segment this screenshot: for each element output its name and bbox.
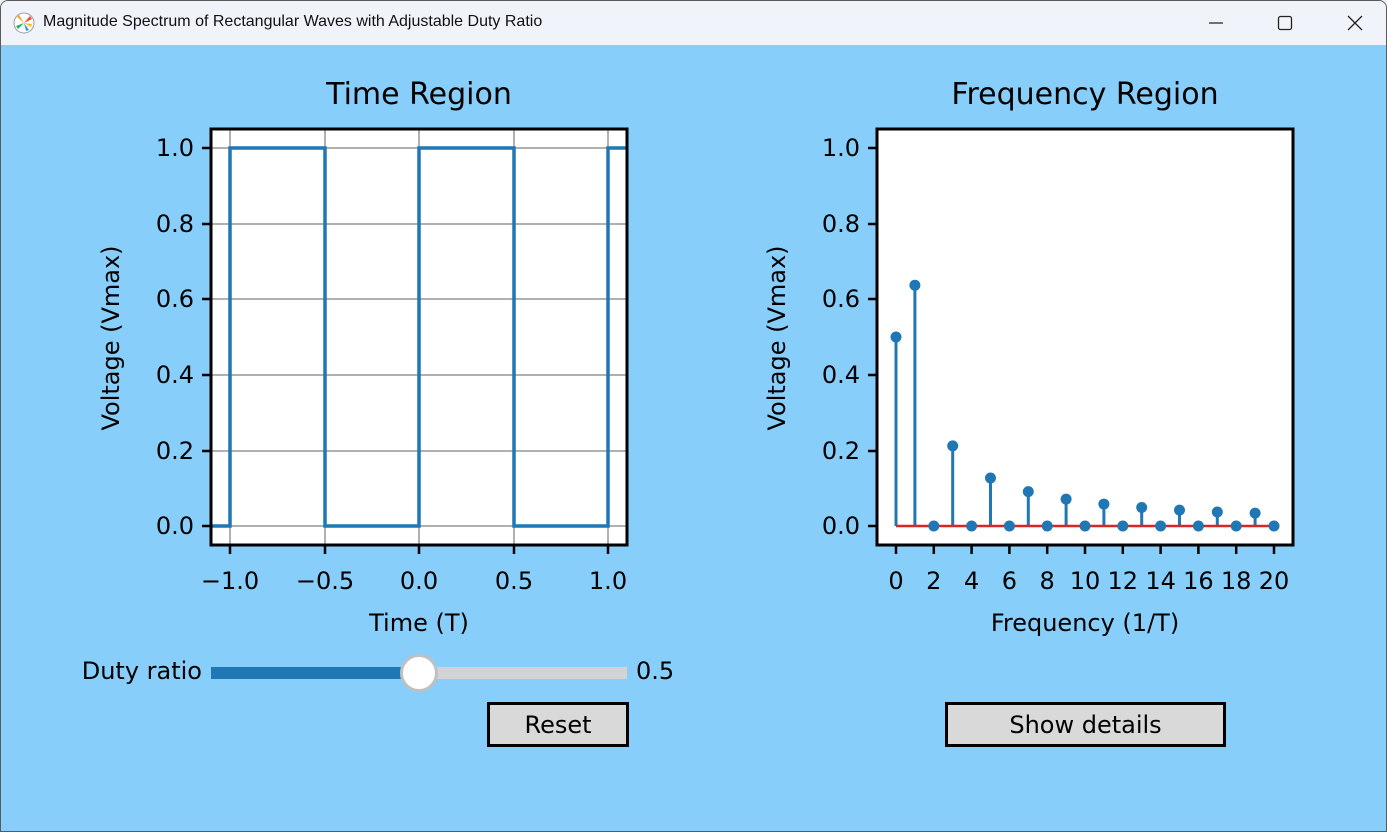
freq-ytick: 0.4 (821, 361, 860, 389)
time-xtick: 1.0 (588, 567, 628, 595)
freq-xtick: 12 (1107, 567, 1139, 595)
stem-marker (1079, 520, 1091, 532)
matplotlib-app-icon (13, 12, 35, 34)
stem-marker (1022, 486, 1034, 498)
time-xtick: 0.0 (399, 567, 439, 595)
freq-xtick: 18 (1220, 567, 1252, 595)
duty-ratio-slider[interactable] (211, 653, 627, 692)
freq-xtick: 6 (1001, 567, 1018, 595)
stem-marker (947, 440, 959, 452)
time-xtick: 0.5 (494, 567, 534, 595)
time-waveform-line (211, 146, 627, 528)
duty-ratio-label: Duty ratio (81, 657, 202, 685)
freq-xtick: 8 (1039, 567, 1055, 595)
minimize-button[interactable] (1181, 1, 1251, 45)
slider-handle[interactable] (400, 654, 438, 692)
window-title: Magnitude Spectrum of Rectangular Waves … (43, 13, 543, 30)
freq-markers (890, 279, 1280, 532)
stem-marker (1192, 520, 1204, 532)
stem-marker (1136, 501, 1148, 513)
time-xtick: −0.5 (295, 567, 355, 595)
freq-ytick: 0.0 (821, 512, 860, 540)
minimize-icon (1209, 22, 1223, 24)
reset-button[interactable]: Reset (487, 702, 629, 747)
stem-marker (1249, 507, 1261, 519)
stem-marker (1268, 520, 1280, 532)
time-ytick: 1.0 (155, 134, 194, 162)
freq-xtick: 16 (1183, 567, 1214, 595)
close-button[interactable] (1320, 1, 1386, 45)
freq-xtick: 2 (926, 567, 942, 595)
time-ytick: 0.6 (155, 285, 194, 313)
time-ytick: 0.0 (155, 512, 194, 540)
freq-xlabel: Frequency (1/T) (990, 609, 1180, 637)
freq-xtick: 0 (888, 567, 904, 595)
maximize-button[interactable] (1250, 1, 1320, 45)
time-xtick: −1.0 (200, 567, 260, 595)
slider-fill (211, 667, 419, 679)
freq-ytick: 0.2 (821, 437, 860, 465)
stem-marker (985, 472, 996, 484)
stem-marker (909, 279, 921, 291)
duty-ratio-value: 0.5 (636, 657, 675, 685)
freq-ytick: 0.6 (821, 285, 860, 313)
freq-plot-title: Frequency Region (951, 77, 1219, 112)
stem-marker (1003, 520, 1015, 532)
stem-marker (1098, 498, 1110, 510)
time-xlabel: Time (T) (369, 609, 469, 637)
stem-marker (1230, 520, 1242, 532)
maximize-icon (1277, 15, 1293, 31)
freq-xtick: 10 (1069, 567, 1101, 595)
freq-ytick: 0.8 (821, 210, 860, 238)
close-icon (1347, 15, 1363, 31)
freq-xtick: 14 (1145, 567, 1176, 595)
stem-marker (928, 520, 940, 532)
freq-xtick: 20 (1258, 567, 1290, 595)
freq-ylabel: Voltage (Vmax) (763, 245, 791, 431)
stem-marker (1117, 520, 1129, 532)
show-details-button[interactable]: Show details (945, 702, 1226, 747)
stem-marker (1174, 504, 1185, 516)
time-ytick: 0.4 (155, 361, 194, 389)
stem-marker (1155, 520, 1167, 532)
time-plot-title: Time Region (326, 77, 512, 112)
stem-marker (1060, 493, 1072, 505)
freq-stems (894, 285, 1257, 526)
stem-marker (1041, 520, 1053, 532)
title-bar: Magnitude Spectrum of Rectangular Waves … (1, 1, 1386, 45)
stem-marker (966, 520, 978, 532)
time-ytick: 0.2 (155, 437, 194, 465)
freq-ytick: 1.0 (821, 134, 860, 162)
stem-marker (890, 331, 902, 343)
stem-marker (1211, 506, 1223, 518)
freq-xtick: 4 (963, 567, 980, 595)
time-ytick: 0.8 (155, 210, 194, 238)
